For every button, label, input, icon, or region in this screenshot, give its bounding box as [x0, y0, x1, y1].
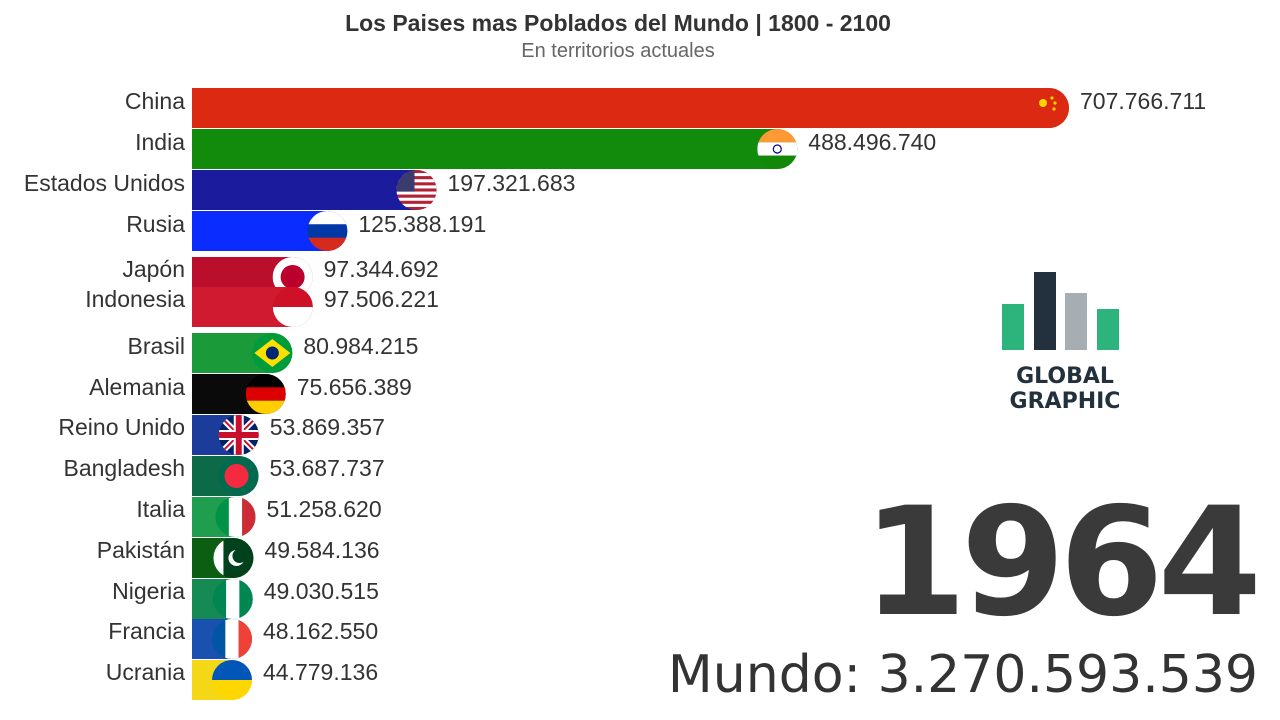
chart-title: Los Paises mas Poblados del Mundo | 1800… — [345, 10, 891, 36]
pakistan-flag-icon — [213, 538, 254, 578]
value-label: 51.258.620 — [267, 496, 382, 522]
bar — [192, 129, 798, 169]
logo-text: GLOBAL GRAPHIC — [995, 364, 1135, 414]
value-label: 125.388.191 — [358, 211, 486, 237]
value-label: 49.584.136 — [264, 537, 379, 563]
value-label: 197.321.683 — [448, 170, 576, 196]
bar-row: Nigeria 49.030.515 — [112, 578, 379, 619]
category-label: Indonesia — [85, 286, 185, 312]
value-label: 53.869.357 — [270, 414, 385, 440]
category-label: Alemania — [89, 374, 185, 400]
value-label: 80.984.215 — [303, 333, 418, 359]
logo-bar — [1033, 272, 1056, 350]
logo-bar — [1002, 304, 1024, 350]
category-label: Japón — [122, 256, 185, 282]
italy-flag-icon — [215, 497, 256, 537]
bar — [192, 170, 437, 210]
bar-row: Reino Unido 53.869.357 — [58, 414, 385, 455]
value-label: 97.344.692 — [324, 256, 439, 282]
global-graphic-logo: GLOBAL GRAPHIC — [995, 268, 1135, 418]
bar-row: Indonesia 97.506.221 — [85, 286, 439, 327]
bar — [192, 211, 348, 251]
world-total: Mundo: 3.270.593.539 — [667, 645, 1258, 705]
china-flag-icon — [1029, 88, 1069, 128]
year-display: 1964 — [862, 476, 1262, 650]
category-label: Italia — [136, 496, 185, 522]
india-flag-icon — [757, 129, 798, 169]
category-label: Brasil — [127, 333, 185, 359]
chart-subtitle: En territorios actuales — [521, 40, 715, 62]
category-label: India — [135, 129, 185, 155]
value-label: 488.496.740 — [808, 129, 936, 155]
france-flag-icon — [212, 619, 252, 659]
bar-row: Pakistán 49.584.136 — [97, 537, 380, 578]
bar — [192, 88, 1069, 128]
logo-bar — [1065, 292, 1087, 350]
bangladesh-flag-icon — [218, 456, 259, 496]
category-label: Reino Unido — [58, 414, 185, 440]
brazil-flag-icon — [252, 333, 293, 373]
value-label: 75.656.389 — [297, 374, 412, 400]
bar-row: China 707.766.711 — [125, 88, 1206, 128]
value-label: 53.687.737 — [270, 455, 385, 481]
bar-row: India 488.496.740 — [135, 129, 936, 169]
bar-row: Brasil 80.984.215 — [127, 333, 418, 373]
category-label: Ucrania — [106, 659, 185, 685]
bar-row: Italia 51.258.620 — [136, 496, 382, 537]
category-label: Rusia — [126, 211, 185, 237]
category-label: Estados Unidos — [24, 170, 185, 196]
category-label: China — [125, 88, 185, 114]
logo-line-1: GLOBAL — [1016, 364, 1114, 389]
bar-row: Francia 48.162.550 — [108, 618, 378, 659]
usa-flag-icon — [396, 170, 437, 210]
bar-row: Alemania 75.656.389 — [89, 374, 412, 414]
logo-bar — [1096, 309, 1119, 350]
logo-line-2: GRAPHIC — [1009, 389, 1121, 414]
russia-flag-icon — [307, 211, 348, 251]
bar-chart-logo-icon — [995, 268, 1135, 350]
bar-row: Ucrania 44.779.136 — [106, 659, 378, 700]
ukraine-flag-icon — [212, 660, 252, 700]
category-label: Bangladesh — [64, 455, 186, 481]
bar-row: Estados Unidos 197.321.683 — [24, 170, 576, 210]
bar-row: Bangladesh 53.687.737 — [64, 455, 385, 496]
uk-flag-icon — [218, 415, 259, 455]
value-label: 49.030.515 — [264, 578, 379, 604]
nigeria-flag-icon — [212, 579, 253, 619]
category-label: Pakistán — [97, 537, 185, 563]
bar-row: Rusia 125.388.191 — [126, 211, 486, 251]
value-label: 48.162.550 — [263, 618, 378, 644]
category-label: Nigeria — [112, 578, 185, 604]
value-label: 44.779.136 — [263, 659, 378, 685]
indonesia-flag-icon — [272, 287, 313, 327]
germany-flag-icon — [245, 374, 286, 414]
value-label: 97.506.221 — [324, 286, 439, 312]
category-label: Francia — [108, 618, 185, 644]
value-label: 707.766.711 — [1080, 88, 1206, 114]
